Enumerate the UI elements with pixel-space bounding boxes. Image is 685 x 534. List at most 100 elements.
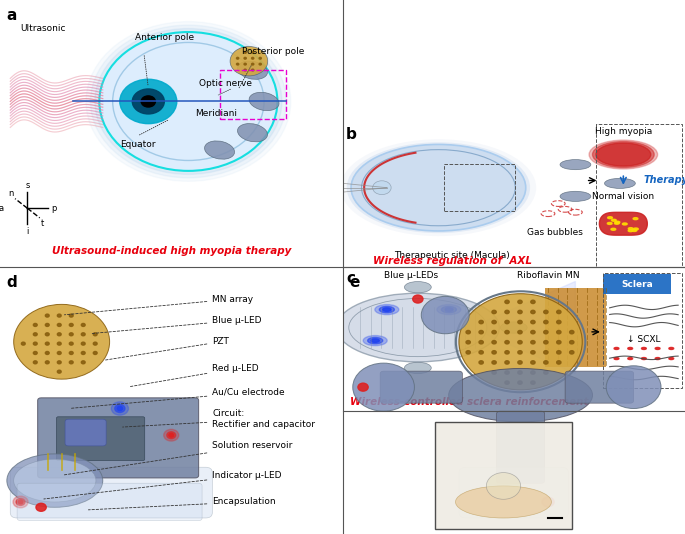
Circle shape (236, 57, 239, 59)
Circle shape (505, 341, 509, 344)
Ellipse shape (14, 459, 96, 502)
Circle shape (93, 333, 97, 336)
FancyBboxPatch shape (17, 483, 202, 521)
Circle shape (606, 366, 661, 409)
Ellipse shape (347, 142, 530, 233)
Circle shape (544, 361, 548, 364)
Circle shape (120, 79, 177, 124)
Circle shape (505, 351, 509, 354)
Ellipse shape (373, 181, 391, 194)
Text: i: i (26, 227, 29, 236)
Text: Posterior pole: Posterior pole (242, 48, 304, 56)
FancyBboxPatch shape (565, 371, 634, 403)
Circle shape (466, 331, 471, 334)
Circle shape (531, 341, 535, 344)
FancyBboxPatch shape (380, 371, 462, 403)
Circle shape (34, 342, 37, 345)
Circle shape (236, 63, 239, 65)
Circle shape (492, 320, 496, 324)
Circle shape (544, 341, 548, 344)
Circle shape (570, 351, 574, 354)
Circle shape (627, 358, 633, 359)
Circle shape (141, 96, 155, 107)
Circle shape (164, 429, 179, 441)
Circle shape (244, 57, 247, 59)
Circle shape (117, 406, 123, 411)
Ellipse shape (560, 191, 591, 201)
Circle shape (18, 500, 23, 504)
Text: s: s (25, 180, 29, 190)
Circle shape (669, 358, 673, 359)
Circle shape (492, 331, 496, 334)
Circle shape (612, 219, 616, 221)
Text: c: c (346, 271, 355, 286)
FancyBboxPatch shape (10, 467, 212, 518)
FancyBboxPatch shape (459, 467, 569, 518)
Polygon shape (599, 213, 647, 235)
Text: Therapeutic site (Macula): Therapeutic site (Macula) (395, 251, 510, 260)
Circle shape (479, 331, 484, 334)
Circle shape (58, 342, 61, 345)
Ellipse shape (238, 123, 267, 142)
Circle shape (608, 223, 612, 224)
Circle shape (614, 348, 619, 349)
Circle shape (614, 222, 619, 224)
Circle shape (69, 324, 73, 326)
Circle shape (459, 294, 582, 390)
Circle shape (371, 339, 379, 342)
FancyBboxPatch shape (497, 411, 545, 483)
Circle shape (437, 304, 461, 315)
Circle shape (492, 341, 496, 344)
Text: Optic nerve: Optic nerve (199, 79, 251, 88)
Circle shape (383, 308, 391, 311)
Circle shape (570, 341, 574, 344)
Circle shape (58, 324, 61, 326)
Circle shape (486, 473, 521, 499)
Text: Solution reservoir: Solution reservoir (64, 442, 292, 475)
Text: Red μ-LED: Red μ-LED (129, 364, 259, 387)
Circle shape (479, 361, 484, 364)
Text: MN array: MN array (64, 295, 253, 315)
Circle shape (368, 337, 383, 344)
Circle shape (16, 499, 25, 505)
Circle shape (669, 348, 673, 349)
Circle shape (634, 228, 638, 230)
Circle shape (58, 314, 61, 317)
Circle shape (69, 351, 73, 355)
Circle shape (45, 351, 49, 355)
Circle shape (641, 358, 647, 359)
Circle shape (531, 300, 535, 303)
Circle shape (82, 342, 85, 345)
Circle shape (557, 341, 561, 344)
Text: Sclera: Sclera (621, 280, 653, 289)
Circle shape (90, 25, 286, 178)
Circle shape (86, 22, 290, 182)
Circle shape (570, 331, 574, 334)
Text: ↓ SCXL: ↓ SCXL (627, 335, 660, 343)
Circle shape (531, 331, 535, 334)
Circle shape (593, 142, 654, 168)
Circle shape (505, 331, 509, 334)
Circle shape (14, 304, 110, 379)
Circle shape (421, 296, 469, 334)
Circle shape (492, 361, 496, 364)
Circle shape (531, 351, 535, 354)
Text: Riboflavin MN: Riboflavin MN (516, 271, 580, 280)
Text: Ultrasonic: Ultrasonic (21, 24, 66, 33)
Circle shape (589, 140, 658, 169)
Circle shape (632, 230, 637, 231)
FancyBboxPatch shape (38, 398, 199, 478)
Ellipse shape (456, 486, 551, 518)
Ellipse shape (351, 144, 525, 231)
Circle shape (557, 361, 561, 364)
Circle shape (404, 281, 432, 293)
Circle shape (518, 381, 522, 384)
Circle shape (230, 46, 268, 76)
Circle shape (69, 361, 73, 364)
Circle shape (45, 314, 49, 317)
Circle shape (544, 310, 548, 313)
Text: Blue μ-LED: Blue μ-LED (92, 316, 262, 334)
Circle shape (505, 361, 509, 364)
Text: Anterior pole: Anterior pole (135, 34, 194, 42)
Circle shape (557, 331, 561, 334)
